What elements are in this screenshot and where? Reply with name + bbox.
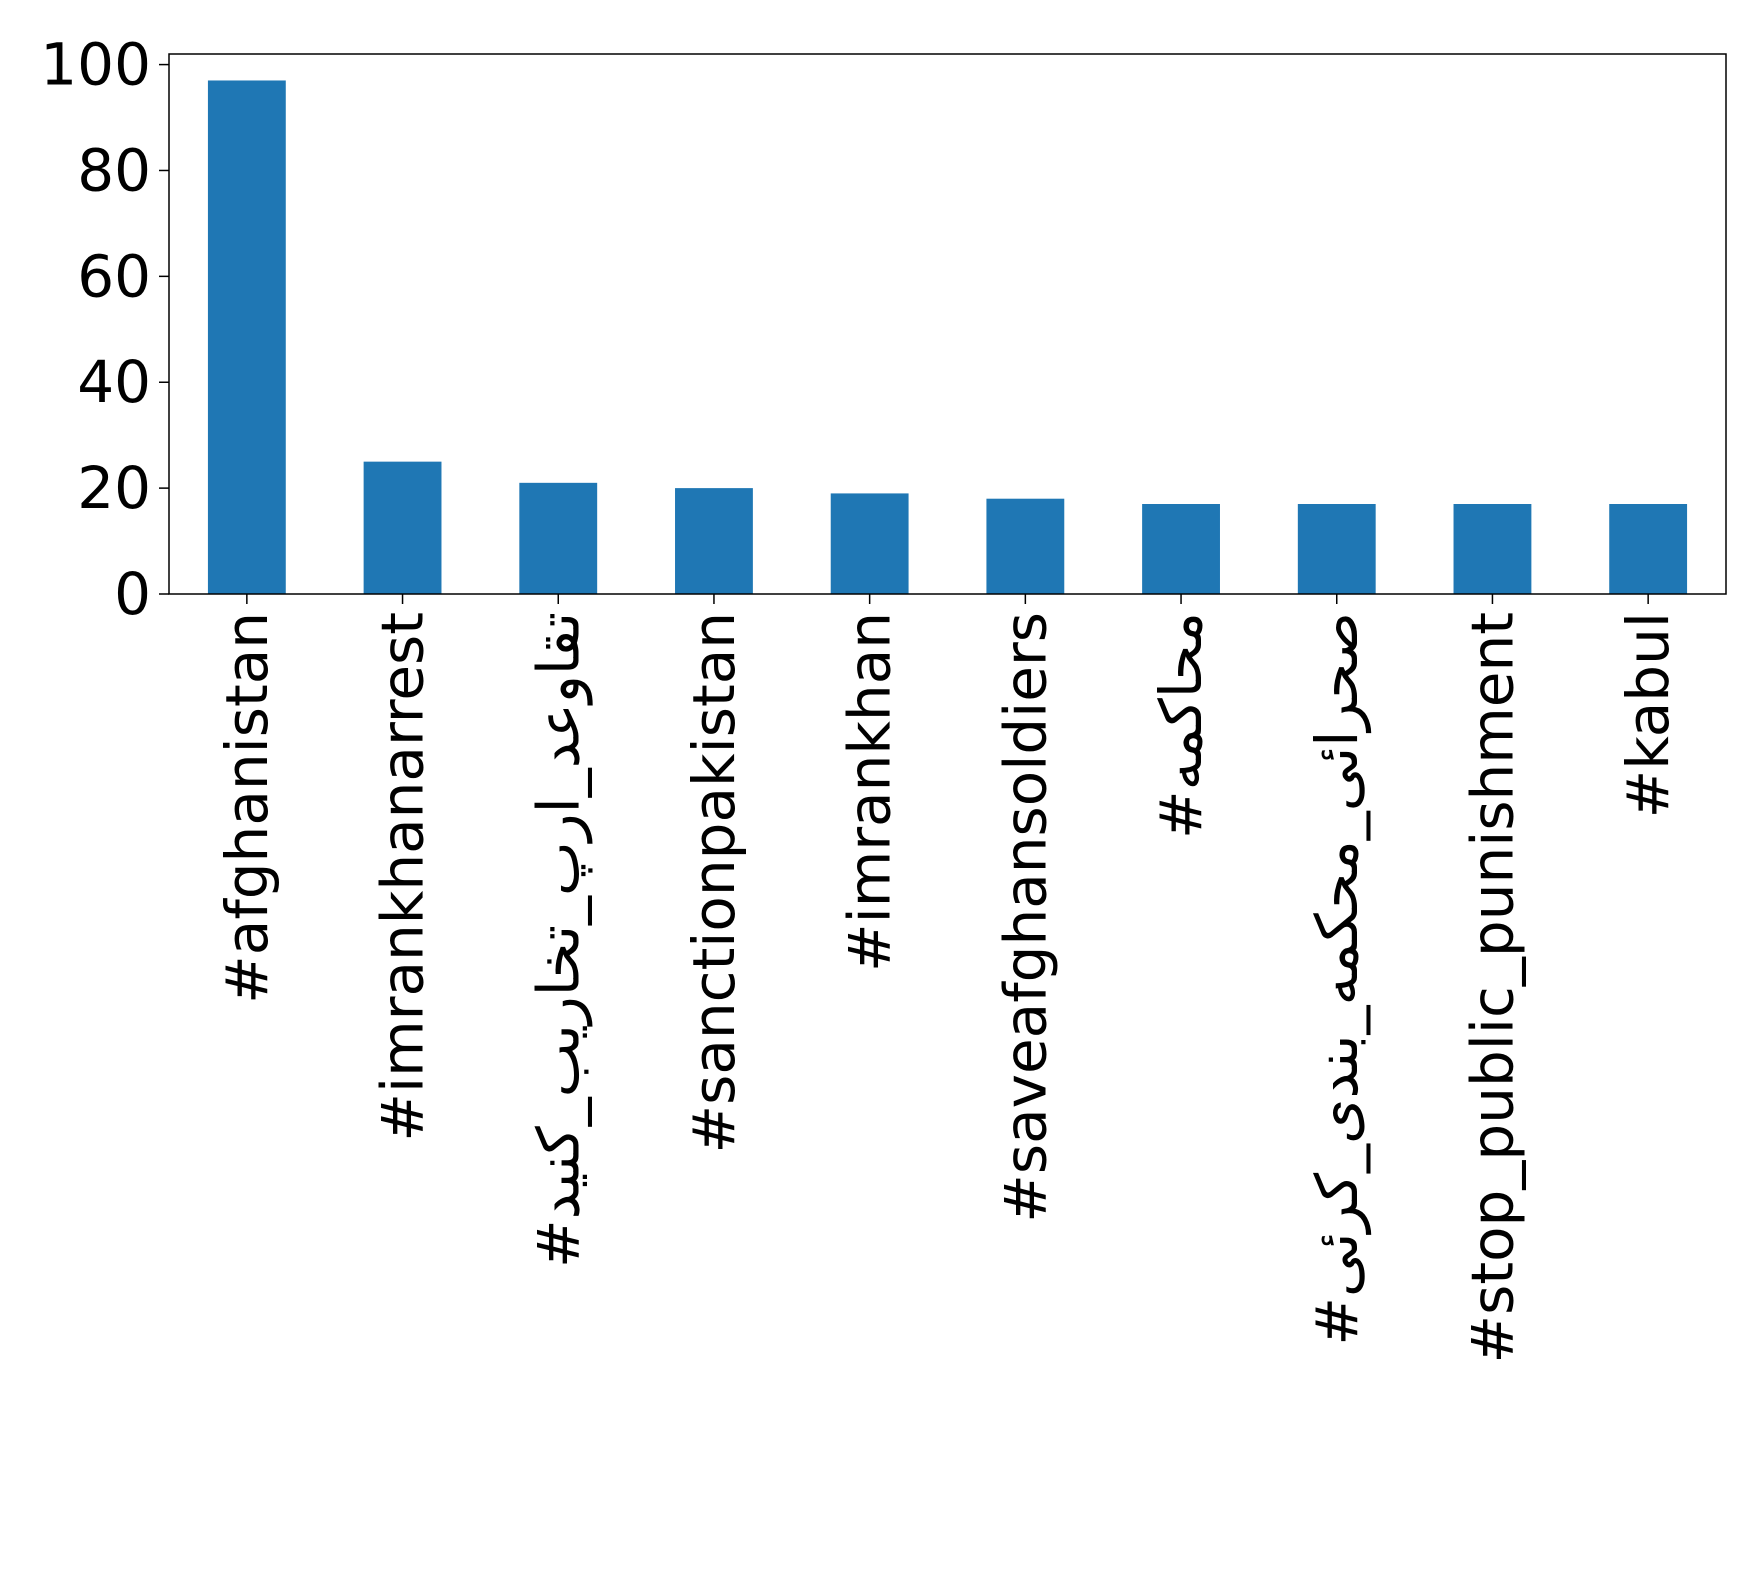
bar-5 — [986, 498, 1065, 594]
y-tick-label: 0 — [114, 560, 151, 628]
x-tick-label: #afghanistan — [213, 612, 281, 1004]
y-tick-label: 100 — [40, 31, 151, 99]
bars-group — [207, 80, 1688, 595]
bar-9 — [1609, 504, 1688, 594]
bar-0 — [207, 80, 286, 595]
x-tick-label: #kabul — [1614, 612, 1682, 818]
x-axis: #afghanistan #imrankhanarrest #تقاوعد_ارپ_… — [213, 594, 1682, 1363]
bar-7 — [1297, 504, 1376, 594]
x-tick-label: #stop_public_punishment — [1458, 612, 1526, 1363]
y-tick-label: 60 — [77, 242, 151, 310]
x-tick-label: #saveafghansoldiers — [991, 612, 1059, 1223]
x-tick-label: #imrankhan — [836, 612, 904, 972]
y-axis: 0 20 40 60 80 100 — [40, 31, 169, 628]
bar-1 — [363, 461, 442, 594]
bar-3 — [675, 488, 753, 594]
x-tick-label: #imrankhanarrest — [369, 612, 437, 1142]
y-tick-label: 80 — [77, 136, 151, 204]
bar-2 — [519, 482, 598, 594]
x-tick-label: #محاکمه — [1147, 612, 1215, 839]
bar-6 — [1142, 504, 1220, 594]
y-tick-label: 20 — [77, 454, 151, 522]
x-tick-label: #sanctionpakistan — [680, 612, 748, 1153]
x-tick-label: #صحرائی_محکمه_بندی_کرئی — [1303, 612, 1372, 1346]
x-tick-label: #تقاوعد_ارپ_تخاریب_کنید — [524, 612, 593, 1268]
bar-4 — [830, 493, 909, 594]
bar-8 — [1453, 504, 1532, 594]
y-tick-label: 40 — [77, 348, 151, 416]
plot-frame — [168, 53, 1727, 595]
